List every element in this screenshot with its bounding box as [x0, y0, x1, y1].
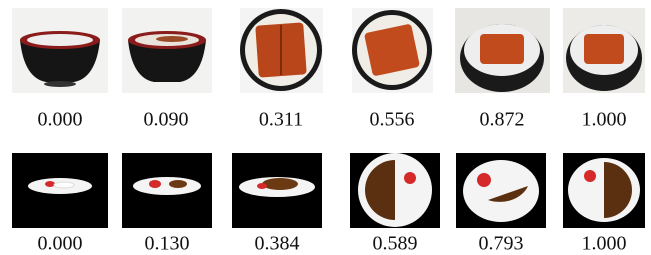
food-image [122, 8, 212, 93]
score-label: 0.384 [255, 233, 300, 255]
food-image [350, 153, 440, 228]
food-image [12, 8, 108, 93]
food-image [232, 153, 322, 228]
food-image [563, 153, 645, 228]
score-label: 0.793 [479, 233, 524, 255]
score-label: 0.000 [38, 233, 83, 255]
food-image [455, 8, 550, 93]
food-image [456, 153, 546, 228]
score-label: 0.589 [373, 233, 418, 255]
figure: 0.000 0.090 0.311 0.556 0.872 1.000 0.000 0.130… [0, 0, 651, 255]
score-label: 0.000 [38, 109, 83, 131]
score-label: 0.872 [480, 109, 525, 131]
food-image [563, 8, 645, 93]
food-image [352, 8, 433, 93]
food-image [12, 153, 108, 228]
score-label: 0.311 [259, 109, 303, 131]
image-row-2 [12, 153, 645, 228]
score-label: 1.000 [582, 109, 627, 131]
image-row-1 [12, 8, 645, 93]
food-image [240, 8, 323, 93]
score-label: 0.556 [370, 109, 415, 131]
food-image [122, 153, 212, 228]
score-label: 0.130 [145, 233, 190, 255]
score-label: 1.000 [582, 233, 627, 255]
score-label: 0.090 [144, 109, 189, 131]
